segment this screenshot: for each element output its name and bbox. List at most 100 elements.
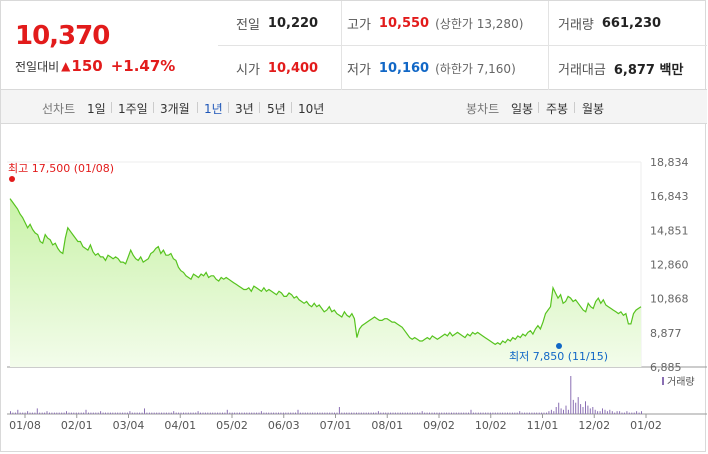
volume-bar xyxy=(419,412,421,414)
y-tick-label: 6,885 xyxy=(650,361,682,374)
tab-monthly[interactable]: 월봉 xyxy=(582,102,605,116)
volume-bar xyxy=(297,409,299,414)
volume-bar xyxy=(533,412,535,414)
volume-bar xyxy=(63,412,65,414)
volume: 거래량 661,230 xyxy=(558,1,661,45)
volume-bar xyxy=(236,412,238,414)
volume-bar xyxy=(231,412,233,414)
volume-bar xyxy=(385,412,387,414)
volume-bar xyxy=(446,412,448,414)
volume-bar xyxy=(119,412,121,414)
volume-bar xyxy=(638,412,640,414)
volume-bar xyxy=(597,411,599,414)
volume-bar xyxy=(394,412,396,414)
volume-bar xyxy=(56,412,58,414)
volume-legend-icon xyxy=(662,377,664,385)
tab-daily[interactable]: 일봉 xyxy=(511,102,534,116)
volume-bar xyxy=(511,412,513,414)
volume-bar xyxy=(19,412,21,414)
volume-bar xyxy=(295,412,296,414)
info-divider xyxy=(341,1,342,90)
volume-bar xyxy=(326,412,328,414)
line-chart-label: 선차트 xyxy=(42,102,76,116)
high-price: 고가 10,550 (상한가 13,280) xyxy=(347,1,523,45)
tab-5y[interactable]: 5년 xyxy=(267,102,286,116)
candle-chart-label: 봉차트 xyxy=(466,102,500,116)
volume-bar xyxy=(348,412,350,414)
volume-bar xyxy=(90,412,92,414)
volume-bar xyxy=(214,412,216,414)
volume-bar xyxy=(287,412,289,414)
volume-bar xyxy=(100,411,102,414)
info-divider xyxy=(548,1,549,90)
volume-bar xyxy=(141,412,143,414)
volume-bar xyxy=(377,411,379,414)
tab-1y[interactable]: 1년 xyxy=(204,102,223,116)
trade-amount-label: 거래대금 xyxy=(558,62,606,78)
volume-bar xyxy=(592,407,594,414)
volume-bar xyxy=(190,412,192,414)
volume-bar xyxy=(243,412,245,414)
volume-bar xyxy=(463,412,465,414)
volume-bar xyxy=(407,412,409,414)
volume-bar xyxy=(153,412,155,414)
y-tick-label: 16,843 xyxy=(650,190,689,203)
open-label: 시가 xyxy=(236,62,260,78)
lower-limit: (하한가 7,160) xyxy=(435,61,516,76)
low-value: 10,160 xyxy=(378,60,430,76)
volume-bar xyxy=(107,412,109,414)
volume-bar xyxy=(626,411,628,414)
volume-bar xyxy=(580,404,582,414)
volume-bar xyxy=(334,412,335,414)
volume-bar xyxy=(285,412,287,414)
x-tick-label: 11/01 xyxy=(527,419,559,432)
x-tick-label: 09/02 xyxy=(423,419,455,432)
volume-bar xyxy=(92,412,94,414)
volume-bar xyxy=(256,412,258,414)
up-arrow-icon: ▲ xyxy=(61,59,71,73)
volume-bar xyxy=(324,412,326,414)
volume-bar xyxy=(192,412,194,414)
volume-bar xyxy=(239,412,240,414)
tab-separator xyxy=(111,102,112,113)
volume-bar xyxy=(363,412,365,414)
x-tick-label: 12/02 xyxy=(578,419,610,432)
volume-bar xyxy=(489,412,491,414)
tab-3y[interactable]: 3년 xyxy=(235,102,254,116)
volume-bar xyxy=(105,412,106,414)
volume-bar xyxy=(448,412,450,414)
tab-3m[interactable]: 3개월 xyxy=(160,102,190,116)
tab-weekly[interactable]: 주봉 xyxy=(546,102,569,116)
low-price: 저가 10,160 (하한가 7,160) xyxy=(347,46,516,90)
volume-bar xyxy=(611,411,613,414)
tab-1w[interactable]: 1주일 xyxy=(118,102,148,116)
volume-bar xyxy=(136,412,138,414)
volume-bar xyxy=(151,412,153,414)
tab-10y[interactable]: 10년 xyxy=(298,102,325,116)
volume-bar xyxy=(451,412,452,414)
volume-bar xyxy=(78,412,80,414)
x-tick-label: 01/08 xyxy=(9,419,41,432)
tab-1d[interactable]: 1일 xyxy=(87,102,106,116)
volume-bar xyxy=(492,412,494,414)
volume-bar xyxy=(504,412,506,414)
volume-bar xyxy=(83,412,85,414)
volume-bar xyxy=(173,411,175,414)
volume-bar xyxy=(373,412,374,414)
volume-bar xyxy=(102,412,104,414)
volume-bar xyxy=(222,412,223,414)
volume-bar xyxy=(575,402,577,414)
volume-bar xyxy=(502,412,504,414)
volume-bar xyxy=(270,412,272,414)
volume-bar xyxy=(180,412,182,414)
volume-bar xyxy=(156,412,158,414)
volume-bar xyxy=(292,412,294,414)
volume-bar xyxy=(61,412,63,414)
period-tabs: 선차트 1일 1주일 3개월 1년 3년 5년 10년 봉차트 일봉 주봉 월봉 xyxy=(1,90,707,124)
prev-close-label: 전일 xyxy=(236,17,260,33)
tab-separator xyxy=(259,102,260,113)
volume-bar xyxy=(404,412,406,414)
max-point-marker xyxy=(9,176,15,182)
volume-bar xyxy=(163,412,165,414)
